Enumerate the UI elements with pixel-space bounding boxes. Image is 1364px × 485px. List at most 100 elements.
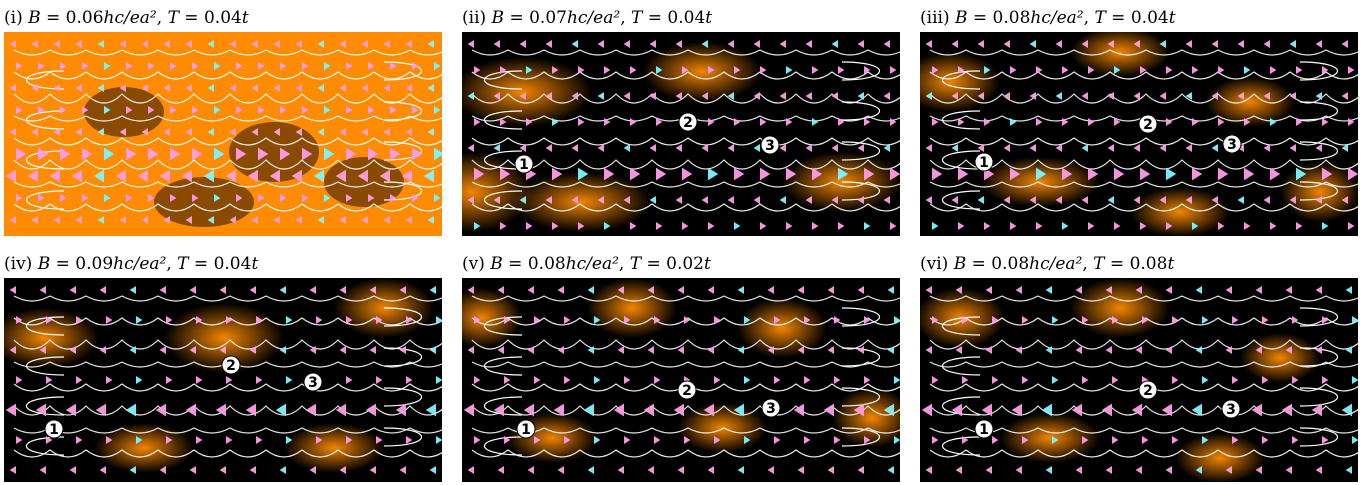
current-arrow xyxy=(656,167,667,181)
current-arrow xyxy=(316,436,323,444)
current-arrow xyxy=(38,62,45,70)
current-arrow xyxy=(1131,403,1142,417)
current-arrow xyxy=(932,118,939,126)
current-arrow xyxy=(1195,466,1202,474)
current-arrow xyxy=(647,466,654,474)
current-arrow xyxy=(1322,222,1329,230)
current-arrow xyxy=(429,346,436,354)
current-arrow xyxy=(46,376,53,384)
t-value: 0.04 xyxy=(213,254,252,274)
current-arrow xyxy=(16,62,23,70)
current-arrow xyxy=(126,106,133,114)
current-arrow xyxy=(526,118,533,126)
current-arrow xyxy=(166,376,173,384)
current-arrow xyxy=(1345,466,1352,474)
current-arrow xyxy=(236,147,247,161)
current-arrow xyxy=(1341,196,1348,204)
current-arrow xyxy=(1142,316,1149,324)
current-arrow xyxy=(467,346,474,354)
current-arrow xyxy=(552,118,559,126)
current-arrow xyxy=(1345,286,1352,294)
current-arrow xyxy=(1262,316,1269,324)
current-arrow xyxy=(834,436,841,444)
current-arrow xyxy=(1292,436,1299,444)
current-arrow xyxy=(401,169,412,183)
streamline-loop xyxy=(26,110,65,130)
current-arrow xyxy=(406,436,413,444)
current-arrow xyxy=(119,216,126,224)
streamline xyxy=(929,137,1358,146)
current-arrow xyxy=(955,466,962,474)
b-unit: hc/ea² xyxy=(1030,8,1084,28)
current-arrow xyxy=(339,128,346,136)
streamline-loop xyxy=(942,150,981,170)
streamline-loop xyxy=(484,356,523,376)
current-arrow xyxy=(16,316,23,324)
current-arrow xyxy=(1082,376,1089,384)
current-arrow xyxy=(623,196,630,204)
t-value: 0.02 xyxy=(666,254,704,274)
current-arrow xyxy=(429,466,436,474)
current-arrow xyxy=(9,128,16,136)
current-arrow xyxy=(500,167,511,181)
current-arrow xyxy=(383,128,390,136)
current-arrow xyxy=(148,147,159,161)
vortex-marker-label: 1 xyxy=(979,422,989,438)
streamline xyxy=(13,159,442,170)
current-arrow xyxy=(1292,316,1299,324)
current-arrow xyxy=(1185,196,1192,204)
t-symbol: T xyxy=(1093,254,1105,274)
current-arrow xyxy=(1315,196,1322,204)
plot-svg xyxy=(4,32,442,236)
current-arrow xyxy=(436,316,442,324)
streamline-loop xyxy=(484,110,523,130)
current-arrow xyxy=(951,144,958,152)
current-arrow xyxy=(125,403,136,417)
current-arrow xyxy=(779,196,786,204)
current-arrow xyxy=(427,40,434,48)
current-arrow xyxy=(38,194,45,202)
current-arrow xyxy=(192,147,203,161)
current-arrow xyxy=(1055,144,1062,152)
streamline xyxy=(929,181,1358,188)
current-arrow xyxy=(1341,40,1348,48)
current-arrow xyxy=(925,466,932,474)
current-arrow xyxy=(1081,40,1088,48)
panel-caption: (i) B = 0.06hc/ea², T = 0.04t xyxy=(4,8,249,28)
current-arrow xyxy=(1315,286,1322,294)
current-arrow xyxy=(737,466,744,474)
streamline-loop xyxy=(1299,181,1338,201)
current-arrow xyxy=(1263,40,1270,48)
current-arrow xyxy=(405,84,412,92)
current-arrow xyxy=(504,316,511,324)
current-arrow xyxy=(346,316,353,324)
current-arrow xyxy=(984,118,991,126)
current-arrow xyxy=(571,92,578,100)
current-arrow xyxy=(838,66,845,74)
density-blob xyxy=(1240,333,1320,383)
current-arrow xyxy=(1055,92,1062,100)
current-arrow xyxy=(827,346,834,354)
current-arrow xyxy=(962,316,969,324)
current-arrow xyxy=(1159,40,1166,48)
current-arrow xyxy=(857,466,864,474)
b-value: 0.08 xyxy=(527,254,566,274)
streamline xyxy=(13,49,442,56)
current-arrow xyxy=(1107,144,1114,152)
current-arrow xyxy=(38,147,49,161)
streamline xyxy=(929,427,1358,434)
b-unit: hc/ea² xyxy=(565,254,619,274)
current-arrow xyxy=(932,316,939,324)
current-arrow xyxy=(1041,403,1052,417)
current-arrow xyxy=(1161,403,1172,417)
current-arrow xyxy=(493,144,500,152)
current-arrow xyxy=(1345,346,1352,354)
current-arrow xyxy=(1036,118,1043,126)
current-arrow xyxy=(1015,466,1022,474)
current-arrow xyxy=(1255,346,1262,354)
current-arrow xyxy=(1003,92,1010,100)
current-arrow xyxy=(708,167,719,181)
t-unit: t xyxy=(251,254,259,274)
streamline xyxy=(929,159,1358,170)
current-arrow xyxy=(339,466,346,474)
